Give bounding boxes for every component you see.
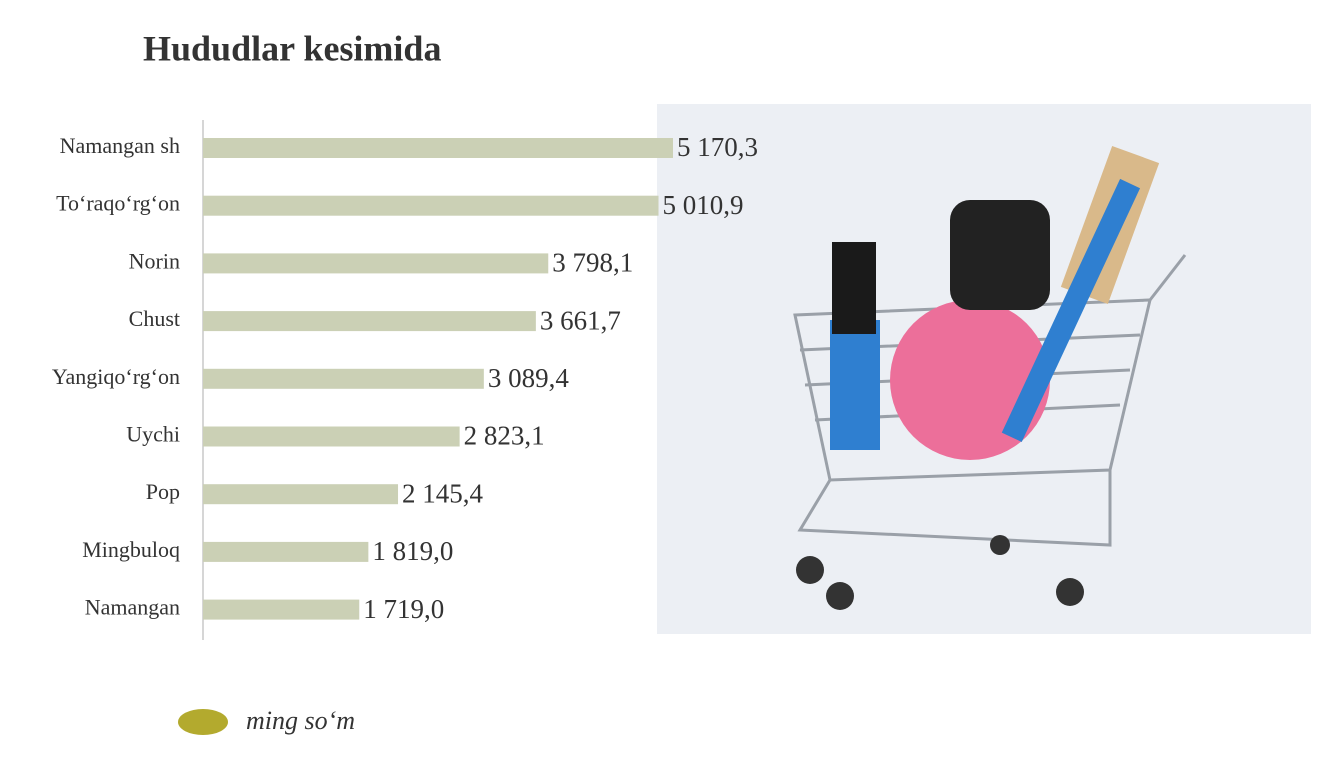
value-label: 3 089,4 [488,363,570,393]
category-label: Norin [129,248,180,273]
value-label: 3 661,7 [540,305,621,335]
value-label: 1 819,0 [372,536,453,566]
value-label: 2 145,4 [402,478,484,508]
category-label: Namangan sh [60,133,180,158]
value-label: 1 719,0 [363,594,444,624]
category-label: Chust [129,306,180,331]
bar [203,311,536,332]
bar [203,195,659,216]
value-label: 2 823,1 [464,421,545,451]
legend-label: ming so‘m [246,706,355,735]
legend-swatch [178,709,228,735]
category-label: Mingbuloq [82,537,180,562]
bar [203,138,673,158]
bar [203,368,484,389]
bar [203,484,399,505]
category-label: To‘raqo‘rg‘on [56,191,180,216]
bar [203,426,460,447]
category-label: Yangiqo‘rg‘on [52,364,180,389]
value-label: 5 170,3 [677,132,758,162]
value-label: 3 798,1 [552,248,633,278]
category-label: Pop [146,479,180,504]
chart-title: Hududlar kesimida [143,28,441,68]
bar [203,541,369,562]
bar [203,599,360,620]
bar [203,253,549,274]
category-label: Namangan [85,595,180,620]
value-label: 5 010,9 [663,190,744,220]
photo [657,104,1311,634]
category-label: Uychi [126,422,180,447]
